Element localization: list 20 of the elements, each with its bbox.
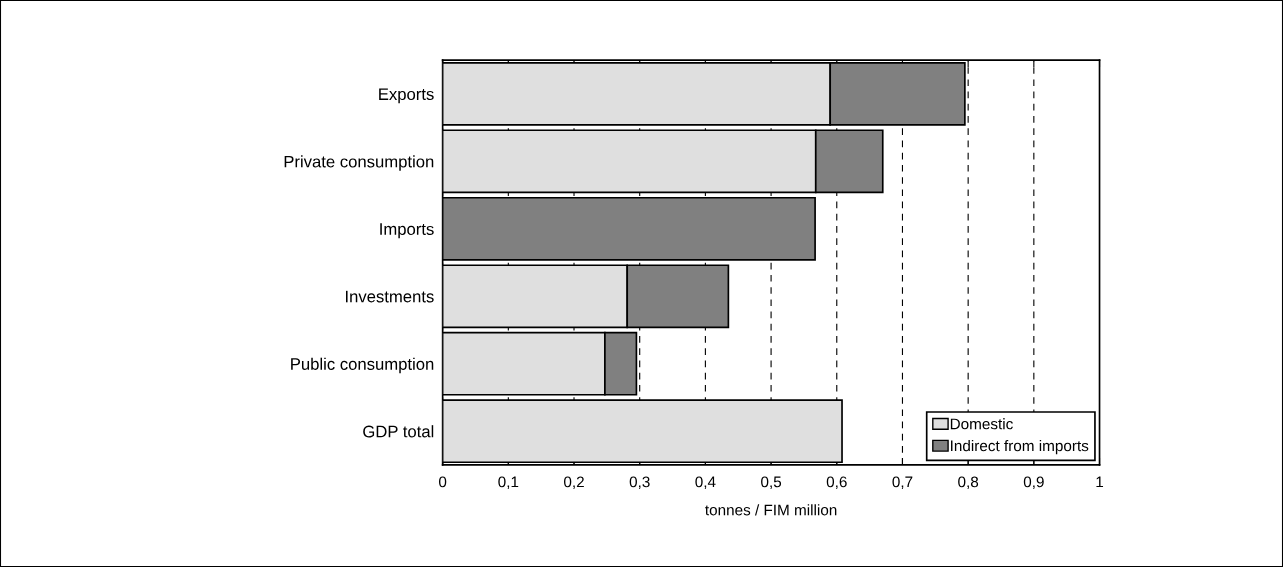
x-tick-label: 0,8	[958, 476, 979, 490]
legend-label: Indirect from imports	[951, 440, 1089, 455]
x-tick-label: 0,5	[761, 476, 782, 490]
y-tick-label: Investments	[345, 290, 434, 303]
x-tick-label: 0,3	[629, 476, 650, 490]
x-tick-label: 0,9	[1023, 476, 1044, 490]
y-tick-label: Public consumption	[291, 357, 434, 374]
y-tick-label: Imports	[380, 223, 434, 239]
x-axis-title: tonnes / FIM million	[705, 504, 837, 516]
legend-label: Domestic	[950, 418, 1013, 430]
x-tick-label: 0,2	[563, 476, 584, 490]
y-tick-label: GDP total	[363, 425, 434, 438]
x-tick-label: 0,7	[892, 476, 913, 490]
x-tick-label: 0,6	[826, 476, 847, 490]
x-tick-label: 1	[1096, 476, 1104, 488]
y-tick-label: Private consumption	[284, 155, 434, 171]
y-tick-label: Exports	[379, 88, 434, 104]
x-tick-label: 0,4	[695, 476, 716, 490]
x-tick-label: 0	[438, 476, 447, 488]
x-tick-label: 0,1	[498, 476, 519, 490]
